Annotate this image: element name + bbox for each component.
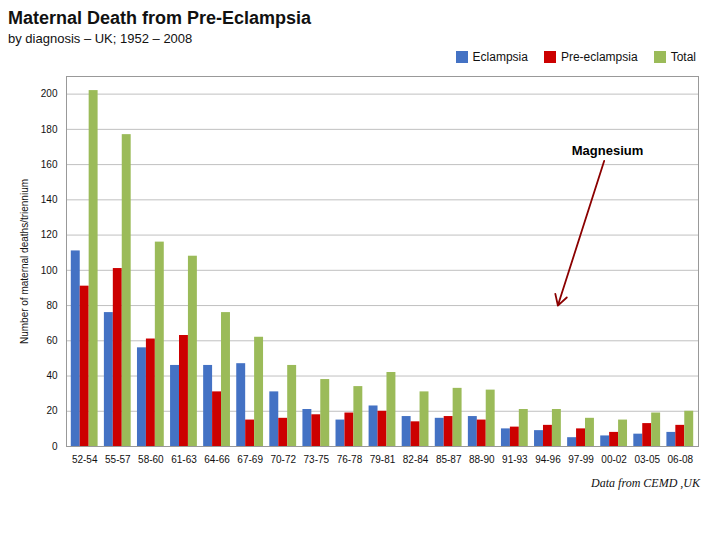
svg-text:Magnesium: Magnesium [572, 143, 644, 158]
svg-text:97-99: 97-99 [568, 454, 594, 465]
svg-text:200: 200 [41, 88, 58, 99]
svg-text:Number of maternal deaths/trie: Number of maternal deaths/triennium [19, 179, 30, 344]
html-text:Eclampsia: Eclampsia [472, 50, 528, 64]
svg-text:64-66: 64-66 [204, 454, 230, 465]
html-text:Total: Total [670, 50, 696, 64]
svg-text:160: 160 [41, 159, 58, 170]
svg-text:58-60: 58-60 [138, 454, 164, 465]
svg-text:20: 20 [46, 405, 58, 416]
svg-text:06-08: 06-08 [668, 454, 694, 465]
svg-text:140: 140 [41, 194, 58, 205]
svg-text:0: 0 [52, 441, 58, 452]
svg-text:180: 180 [41, 124, 58, 135]
svg-text:40: 40 [46, 370, 58, 381]
svg-text:85-87: 85-87 [436, 454, 462, 465]
svg-text:60: 60 [46, 335, 58, 346]
svg-text:82-84: 82-84 [403, 454, 429, 465]
svg-text:00-02: 00-02 [601, 454, 627, 465]
svg-text:61-63: 61-63 [171, 454, 197, 465]
svg-text:91-93: 91-93 [502, 454, 528, 465]
svg-text:80: 80 [46, 300, 58, 311]
svg-text:120: 120 [41, 229, 58, 240]
svg-text:76-78: 76-78 [337, 454, 363, 465]
svg-text:67-69: 67-69 [237, 454, 263, 465]
svg-text:100: 100 [41, 265, 58, 276]
svg-text:88-90: 88-90 [469, 454, 495, 465]
html-text:Data from CEMD ,UK: Data from CEMD ,UK [591, 476, 700, 490]
html-text:by diagnosis – UK; 1952 – 2008: by diagnosis – UK; 1952 – 2008 [8, 31, 193, 46]
svg-text:73-75: 73-75 [304, 454, 330, 465]
svg-text:70-72: 70-72 [270, 454, 296, 465]
html-text:Maternal Death from Pre-Eclamp: Maternal Death from Pre-Eclampsia [8, 8, 312, 28]
svg-text:94-96: 94-96 [535, 454, 561, 465]
html-text:Pre-eclampsia: Pre-eclampsia [560, 50, 638, 64]
svg-text:55-57: 55-57 [105, 454, 131, 465]
svg-text:79-81: 79-81 [370, 454, 396, 465]
svg-text:03-05: 03-05 [634, 454, 660, 465]
svg-text:52-54: 52-54 [72, 454, 98, 465]
